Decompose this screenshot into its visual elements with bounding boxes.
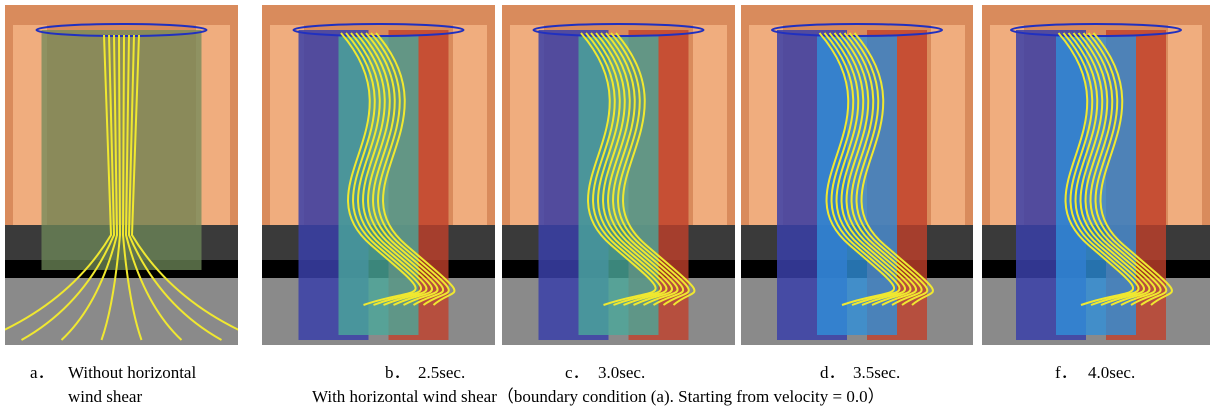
streamline [340,32,417,306]
panel-caption: 4.0sec. [1088,363,1135,382]
pillar [453,25,487,235]
streamline [838,32,918,306]
panel-label: c． [565,363,590,382]
streamline [345,32,422,306]
streamline [1072,32,1151,306]
streamline [1082,32,1162,306]
panel-image [982,5,1210,345]
streamline [1062,32,1140,306]
streamline [365,32,445,306]
streamline [843,32,923,306]
scene [502,5,735,345]
streamline [5,34,113,331]
streamline [1067,32,1145,306]
streamline [1087,32,1168,306]
panel-label: b． [385,363,411,382]
panel-caption: 2.5sec. [418,363,465,382]
streamline [60,34,119,341]
streamline [580,32,657,306]
floor [5,278,238,345]
streamline [121,34,143,341]
pillar [693,25,727,235]
streamline [590,32,668,306]
streamline [595,32,674,306]
panel-caption: 3.5sec. [853,363,900,382]
panel-caption: Without horizontal [68,363,196,382]
group-caption: With horizontal wind shear（boundary cond… [312,387,885,406]
pillar [1168,25,1202,235]
streamline [1057,32,1135,306]
streamline [615,32,696,306]
panel-caption: wind shear [68,387,142,406]
streamline [833,32,912,306]
pillar [510,25,544,235]
streamline [360,32,439,306]
panel-caption: 3.0sec. [598,363,645,382]
scene [5,5,238,345]
streamline [585,32,662,306]
panel-image [262,5,495,345]
streamline [375,32,456,306]
streamline [853,32,934,306]
streamline [21,34,116,341]
streamline [605,32,685,306]
panel-label: f． [1055,363,1078,382]
panel-image [5,5,238,345]
streamline [1077,32,1157,306]
panel-label: d． [820,363,846,382]
panel-label: a． [30,363,55,382]
scene [741,5,973,345]
scene [262,5,495,345]
pillar [931,25,965,235]
streamline [828,32,906,306]
streamline [848,32,929,306]
streamline [124,34,183,341]
streamline [127,34,222,341]
streamline [100,34,122,341]
cylinder [41,30,202,270]
pillar [13,25,47,235]
streamline [370,32,450,306]
pillar [196,25,230,235]
panel-image [741,5,973,345]
streamline [600,32,679,306]
streamline [818,32,896,306]
panel-image [502,5,735,345]
streamline [1092,32,1173,306]
scene [982,5,1210,345]
panel-images [5,5,1210,345]
streamline [823,32,901,306]
streamline [610,32,690,306]
streamline [130,34,238,331]
rim [35,23,208,37]
pillar [270,25,304,235]
streamline [350,32,428,306]
streamline [355,32,434,306]
